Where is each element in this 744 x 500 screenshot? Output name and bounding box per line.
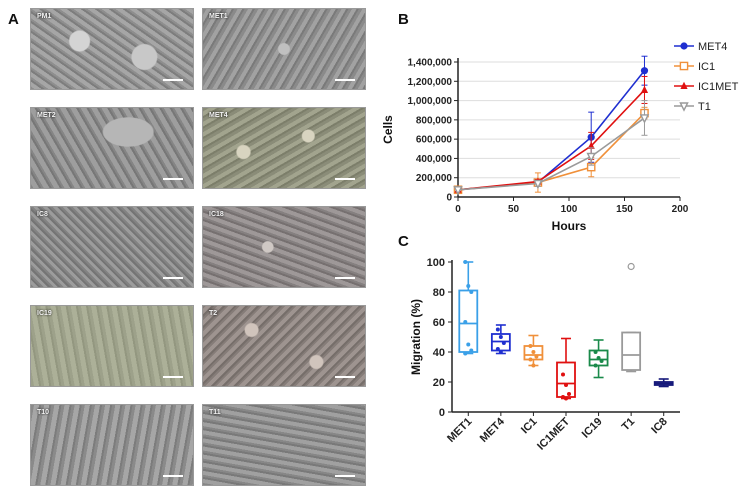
y-tick-label: 0 — [446, 193, 452, 204]
data-point — [679, 102, 689, 112]
scale-bar — [163, 178, 183, 180]
series-line — [457, 89, 646, 191]
micrograph-tile: IC18 — [202, 206, 366, 288]
micrograph-label: MET4 — [209, 112, 228, 119]
micrograph-tile: MET1 — [202, 8, 366, 90]
micrograph-tile: PM1 — [30, 8, 194, 90]
legend-label: IC1MET — [698, 81, 739, 93]
micrograph-tile: IC8 — [30, 206, 194, 288]
series-line — [457, 112, 646, 191]
series-line — [457, 117, 645, 191]
data-point — [453, 186, 463, 196]
panel-a-letter: A — [8, 11, 19, 28]
data-point — [640, 67, 649, 75]
micrograph-tile: T2 — [202, 305, 366, 387]
scale-bar — [335, 475, 355, 477]
micrograph-tile: T10 — [30, 404, 194, 486]
y-axis-label: Cells — [381, 115, 395, 144]
scale-bar — [335, 376, 355, 378]
micrograph-label: MET1 — [209, 13, 228, 20]
x-axis-label: Hours — [552, 219, 587, 233]
scale-bar — [335, 277, 355, 279]
x-tick-label: 50 — [508, 204, 520, 215]
micrograph-label: PM1 — [37, 13, 52, 20]
panel-c-letter: C — [398, 233, 409, 250]
y-tick-label: 600,000 — [416, 135, 453, 146]
x-tick-label: 150 — [616, 204, 633, 215]
data-point — [639, 114, 650, 124]
scale-bar — [163, 277, 183, 279]
micrograph-tile: IC19 — [30, 305, 194, 387]
micrograph-label: T10 — [37, 409, 50, 416]
data-point — [533, 179, 543, 190]
y-tick-label: 200,000 — [416, 173, 453, 184]
legend-label: MET4 — [698, 41, 727, 53]
scale-bar — [335, 79, 355, 81]
micrograph-label: IC18 — [209, 211, 224, 218]
y-tick-label: 1,400,000 — [408, 58, 453, 69]
y-tick-label: 400,000 — [416, 154, 453, 165]
scale-bar — [163, 376, 183, 378]
y-tick-label: 1,000,000 — [408, 96, 453, 107]
series-t1 — [453, 100, 650, 196]
micrograph-tile: MET4 — [202, 107, 366, 189]
micrograph-label: T2 — [209, 310, 218, 317]
x-tick-label: 200 — [672, 204, 689, 215]
data-point — [587, 141, 595, 149]
x-tick-label: 100 — [561, 204, 578, 215]
micrograph-label: MET2 — [37, 112, 56, 119]
micrograph-label: IC8 — [37, 211, 48, 218]
panel-b-letter: B — [398, 11, 409, 28]
scale-bar — [335, 178, 355, 180]
data-point — [679, 61, 689, 71]
legend-label: T1 — [698, 101, 711, 113]
legend-label: IC1 — [698, 61, 715, 73]
micrograph-tile: T11 — [202, 404, 366, 486]
data-point — [586, 152, 596, 163]
series-ic1met — [454, 75, 649, 193]
data-point — [680, 42, 688, 50]
micrograph-label: IC19 — [37, 310, 52, 317]
scale-bar — [163, 79, 183, 81]
data-point — [680, 81, 688, 89]
x-tick-label: 0 — [455, 204, 461, 215]
y-tick-label: 800,000 — [416, 115, 453, 126]
data-point — [640, 85, 649, 93]
micrograph-tile: MET2 — [30, 107, 194, 189]
scale-bar — [163, 475, 183, 477]
y-tick-label: 1,200,000 — [408, 77, 453, 88]
micrograph-label: T11 — [209, 409, 221, 416]
